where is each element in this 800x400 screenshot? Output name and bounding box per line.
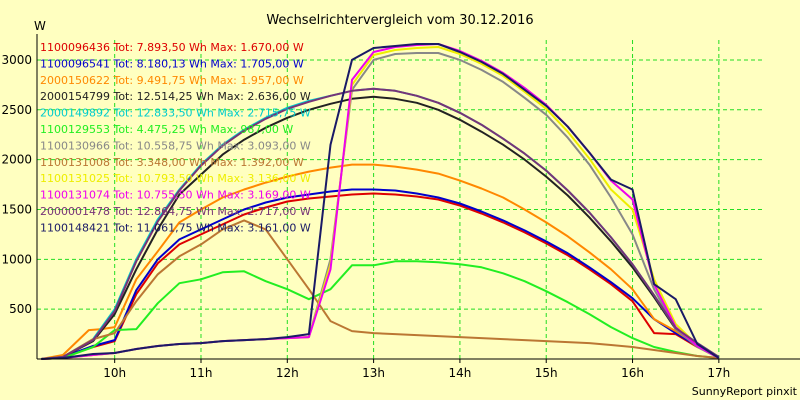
legend-entry-9: 1100131025 Tot: 10.793,50 Wh Max: 3.136,…	[40, 172, 311, 185]
y-tick-label: 2000	[1, 153, 32, 167]
chart-title: Wechselrichtervergleich vom 30.12.2016	[266, 13, 533, 28]
legend-entry-7: 1100130966 Tot: 10.558,75 Wh Max: 3.093,…	[40, 139, 311, 152]
legend-entry-2: 1100096541 Tot: 8.180,13 Wh Max: 1.705,0…	[40, 57, 304, 70]
series-line-2	[41, 188, 720, 360]
y-tick-label: 1000	[1, 252, 32, 266]
series-line-1	[41, 192, 720, 360]
x-tick-label: 13h	[362, 366, 385, 380]
axes-layer	[36, 34, 800, 363]
x-tick-label: 11h	[190, 366, 213, 380]
y-tick-label: 3000	[1, 53, 32, 67]
series-line-6	[41, 260, 719, 360]
legend-entry-12: 1100148421 Tot: 11.061,75 Wh Max: 3.161,…	[40, 221, 311, 234]
legend-entry-8: 1100131008 Tot: 3.348,00 Wh Max: 1.392,0…	[40, 156, 304, 169]
series-line-4	[41, 95, 720, 360]
legend-entry-1: 1100096436 Tot: 7.893,50 Wh Max: 1.670,0…	[40, 41, 304, 54]
footer-credit: SunnyReport pinxit	[692, 385, 798, 398]
x-tick-label: 14h	[448, 366, 471, 380]
y-tick-label: 2500	[1, 103, 32, 117]
x-tick-label: 16h	[621, 366, 644, 380]
legend-entry-10: 1100131074 Tot: 10.755,50 Wh Max: 3.169,…	[40, 189, 311, 202]
legend-entry-3: 2000150622 Tot: 9.491,75 Wh Max: 1.957,0…	[40, 74, 304, 87]
legend: 1100096436 Tot: 7.893,50 Wh Max: 1.670,0…	[40, 41, 311, 234]
series-layer	[41, 43, 720, 360]
x-tick-label: 15h	[535, 366, 558, 380]
series-line-3	[41, 163, 720, 360]
series-line-8	[41, 219, 719, 360]
legend-entry-6: 1100129553 Tot: 4.475,25 Wh Max: 987,00 …	[40, 123, 293, 136]
x-tick-label: 10h	[103, 366, 126, 380]
tick-labels-layer: 500 1000 1500 2000 2500 3000 10h 11h 12h 13h 14h 15…	[1, 53, 730, 380]
y-axis-unit-label: W	[34, 19, 46, 33]
y-tick-label: 1500	[1, 202, 32, 216]
x-tick-label: 12h	[276, 366, 299, 380]
legend-entry-11: 2000001478 Tot: 12.864,75 Wh Max: 2.717,…	[40, 205, 311, 218]
legend-entry-4: 2000154799 Tot: 12.514,25 Wh Max: 2.636,…	[40, 90, 311, 103]
y-tick-label: 500	[9, 302, 32, 316]
series-line-11	[41, 87, 720, 360]
legend-entry-5: 2000149892 Tot: 12.833,50 Wh Max: 2.715,…	[40, 107, 311, 120]
x-tick-label: 17h	[707, 366, 730, 380]
series-line-12	[41, 43, 720, 360]
